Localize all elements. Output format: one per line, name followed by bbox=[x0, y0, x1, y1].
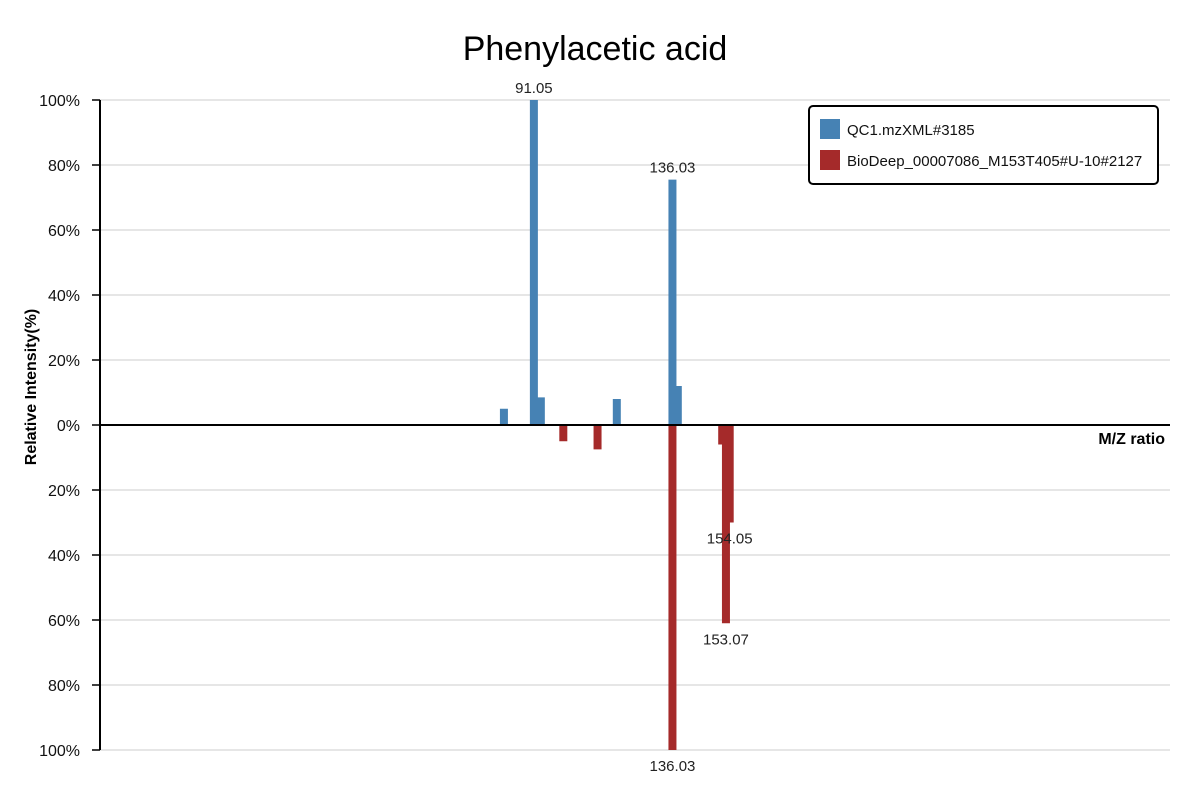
peak-bar-s0-1 bbox=[529, 100, 538, 425]
peak-bar-s1-2 bbox=[668, 425, 677, 750]
legend-swatch-biodeep bbox=[820, 150, 840, 170]
y-tick-label-0: 100% bbox=[39, 93, 80, 110]
axis-layer: 100% 80% 60% 40% 20% 0% 20% 40% 60% 80% 100% bbox=[39, 93, 1170, 760]
legend: QC1.mzXML#3185 BioDeep_00007086_M153T405… bbox=[808, 105, 1159, 185]
peak-bar-s0-4 bbox=[668, 179, 677, 425]
peak-bar-s0-3 bbox=[612, 399, 621, 425]
peak-bar-s1-0 bbox=[559, 425, 568, 442]
chart-title: Phenylacetic acid bbox=[463, 30, 728, 68]
y-tick-label-2: 60% bbox=[48, 223, 80, 240]
y-tick-label-3: 40% bbox=[48, 288, 80, 305]
y-tick-label-4: 20% bbox=[48, 353, 80, 370]
legend-label-biodeep: BioDeep_00007086_M153T405#U-10#2127 bbox=[847, 153, 1142, 170]
peak-bar-s1-5 bbox=[725, 425, 734, 523]
peak-bar-s1-1 bbox=[593, 425, 602, 450]
y-tick-label-9: 80% bbox=[48, 678, 80, 695]
peak-bar-s0-2 bbox=[536, 397, 545, 425]
peak-bar-s1-4 bbox=[721, 425, 730, 624]
peak-label-s0-4: 136.03 bbox=[650, 160, 696, 177]
y-tick-label-6: 20% bbox=[48, 483, 80, 500]
bars-layer bbox=[499, 100, 734, 750]
peak-bar-s0-0 bbox=[499, 408, 508, 425]
grid-layer bbox=[100, 99, 1170, 751]
legend-label-qc1: QC1.mzXML#3185 bbox=[847, 122, 975, 139]
peak-label-s1-5: 154.05 bbox=[707, 531, 753, 548]
peak-bar-s0-5 bbox=[673, 386, 682, 425]
peak-label-s0-1: 91.05 bbox=[515, 80, 553, 97]
peak-label-s1-4: 153.07 bbox=[703, 631, 749, 648]
y-tick-label-7: 40% bbox=[48, 548, 80, 565]
legend-box bbox=[808, 105, 1159, 185]
y-tick-label-5: 0% bbox=[57, 418, 80, 435]
labels-layer: 91.05 136.03 136.03 153.07 154.05 bbox=[515, 80, 753, 775]
y-tick-label-8: 60% bbox=[48, 613, 80, 630]
x-axis-title: M/Z ratio bbox=[1098, 431, 1165, 448]
peak-label-s1-2: 136.03 bbox=[650, 758, 696, 775]
y-axis-title: Relative Intensity(%) bbox=[23, 309, 40, 465]
y-tick-label-10: 100% bbox=[39, 743, 80, 760]
legend-swatch-qc1 bbox=[820, 119, 840, 139]
y-tick-label-1: 80% bbox=[48, 158, 80, 175]
